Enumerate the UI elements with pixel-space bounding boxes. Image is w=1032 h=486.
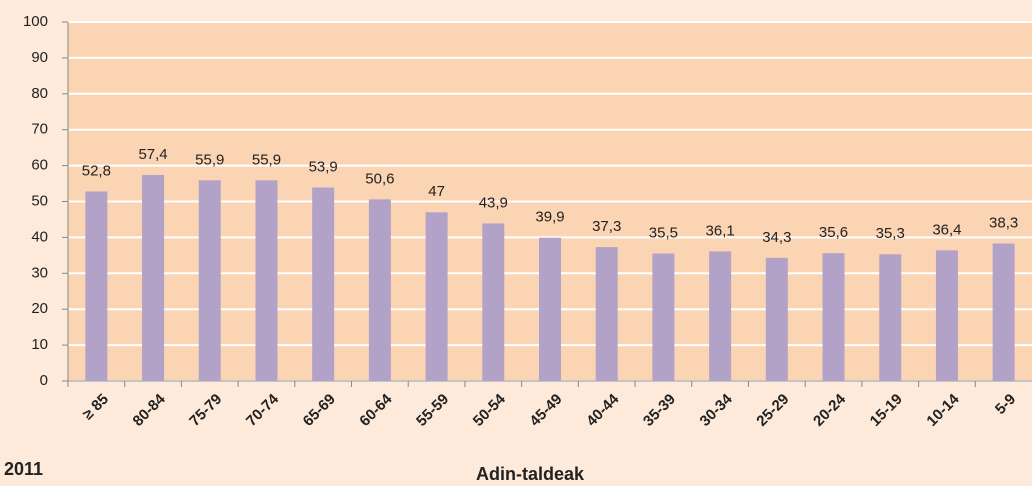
x-tick-label: 40-44 — [583, 390, 623, 430]
x-tick-label: 15-19 — [867, 391, 906, 430]
y-tick-label: 100 — [23, 13, 48, 30]
x-tick-label: 20-24 — [810, 390, 850, 430]
x-tick-label: 50-54 — [470, 390, 510, 430]
bar — [652, 253, 675, 381]
bar — [879, 254, 902, 381]
x-tick-label: 65-69 — [300, 391, 339, 430]
data-label: 55,9 — [195, 151, 224, 168]
y-tick-label: 70 — [31, 121, 48, 138]
y-tick-label: 0 — [40, 372, 48, 389]
x-tick-label: ≥ 85 — [79, 391, 112, 424]
y-tick-label: 60 — [31, 157, 48, 174]
bar — [142, 174, 165, 381]
data-label: 52,8 — [82, 162, 111, 179]
data-label: 34,3 — [762, 229, 791, 246]
x-tick-label: 55-59 — [413, 391, 452, 430]
bar — [425, 212, 448, 381]
data-label: 39,9 — [535, 209, 564, 226]
x-tick-label: 10-14 — [923, 390, 963, 430]
x-tick-label: 25-29 — [753, 391, 792, 430]
bar — [368, 199, 391, 381]
x-tick-label: 45-49 — [526, 391, 565, 430]
y-tick-label: 10 — [31, 336, 48, 353]
bar — [85, 191, 108, 381]
data-label: 35,5 — [649, 225, 678, 242]
bar — [765, 257, 788, 381]
x-tick-label: 75-79 — [186, 391, 225, 430]
bar — [992, 243, 1015, 381]
data-label: 43,9 — [479, 194, 508, 211]
bar — [709, 251, 732, 381]
x-tick-label: 60-64 — [356, 390, 396, 430]
data-label: 53,9 — [309, 158, 338, 175]
data-label: 36,1 — [706, 222, 735, 239]
data-label: 47 — [428, 183, 445, 200]
y-tick-label: 90 — [31, 49, 48, 66]
y-tick-label: 30 — [31, 264, 48, 281]
x-axis-label: Adin-taldeak — [476, 464, 585, 484]
data-label: 50,6 — [365, 170, 394, 187]
data-label: 55,9 — [252, 151, 281, 168]
x-tick-label: 30-34 — [697, 390, 737, 430]
data-label: 37,3 — [592, 218, 621, 235]
bar — [539, 237, 561, 381]
bar — [822, 253, 845, 381]
y-tick-label: 50 — [31, 192, 48, 209]
bar — [935, 250, 958, 381]
bar — [312, 187, 335, 381]
bar — [255, 180, 278, 381]
data-label: 57,4 — [138, 146, 167, 163]
x-tick-label: 70-74 — [243, 390, 283, 430]
y-tick-label: 20 — [31, 300, 48, 317]
y-tick-label: 80 — [31, 85, 48, 102]
year-annotation: 2011 — [4, 459, 43, 479]
bar — [595, 247, 618, 381]
data-label: 36,4 — [932, 221, 961, 238]
y-tick-label: 40 — [31, 228, 48, 245]
data-label: 38,3 — [989, 214, 1018, 231]
x-tick-label: 35-39 — [640, 391, 679, 430]
bar — [482, 223, 505, 381]
x-tick-label: 80-84 — [130, 390, 170, 430]
data-label: 35,3 — [876, 225, 905, 242]
data-label: 35,6 — [819, 224, 848, 241]
bar — [198, 180, 221, 381]
x-tick-label: 5-9 — [992, 391, 1019, 418]
